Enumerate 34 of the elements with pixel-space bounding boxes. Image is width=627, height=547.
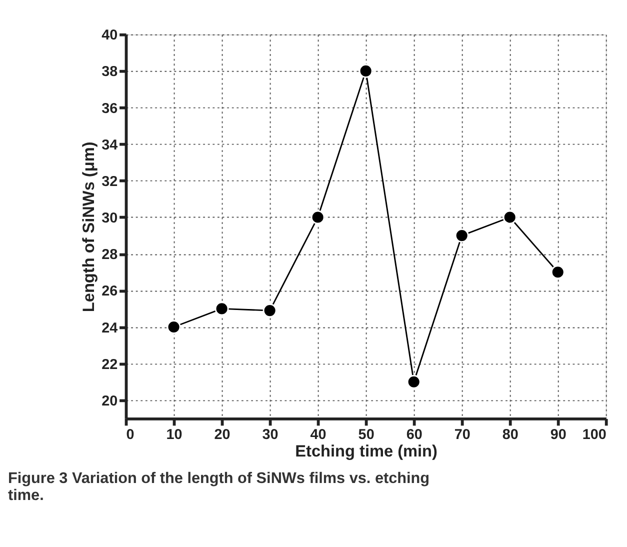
x-tick-label: 40 xyxy=(310,427,326,444)
y-tick-label: 24 xyxy=(102,320,118,336)
y-axis-title: Length of SiNWs (μm) xyxy=(80,142,98,312)
y-tick-label: 28 xyxy=(102,247,118,264)
x-tick-label: 20 xyxy=(214,427,230,444)
point xyxy=(454,228,469,243)
x-tick-label: 90 xyxy=(550,427,566,444)
x-tick-label: 30 xyxy=(262,427,278,444)
y-tick-label: 36 xyxy=(102,100,118,117)
y-tick-label: 26 xyxy=(102,284,118,300)
point xyxy=(262,304,277,318)
x-tick-label: 10 xyxy=(166,427,182,444)
point xyxy=(550,265,565,280)
y-tick-label: 32 xyxy=(102,174,118,190)
y-tick-label: 20 xyxy=(102,393,118,410)
point xyxy=(406,374,421,389)
x-tick-label: 50 xyxy=(358,427,374,444)
x-axis-title: Etching time (min) xyxy=(295,442,438,460)
point xyxy=(502,210,517,224)
point xyxy=(310,210,325,224)
y-tick-label: 40 xyxy=(102,28,118,44)
caption: Figure 3 Variation of the length of SiNWs films vs. etching time. xyxy=(8,470,430,504)
x-tick-label: 70 xyxy=(454,427,470,444)
y-tick-label: 38 xyxy=(102,64,118,80)
x-tick-label: 60 xyxy=(406,427,422,444)
x-tick-label: 0 xyxy=(126,427,134,444)
x-tick-label: 100 xyxy=(582,427,606,444)
y-tick-label: 34 xyxy=(102,137,118,154)
x-tick-label: 80 xyxy=(502,427,518,444)
point xyxy=(214,302,229,316)
point xyxy=(358,64,373,78)
point xyxy=(166,320,181,334)
y-tick-label: 30 xyxy=(102,210,118,227)
y-tick-label: 22 xyxy=(102,356,118,373)
